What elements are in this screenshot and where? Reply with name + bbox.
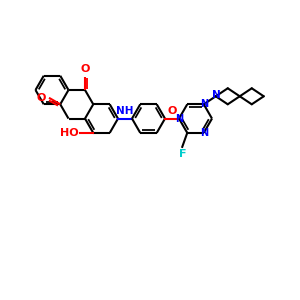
- Text: O: O: [37, 93, 46, 103]
- Text: N: N: [212, 90, 221, 100]
- Text: O: O: [167, 106, 177, 116]
- Text: HO: HO: [60, 128, 78, 138]
- Text: F: F: [178, 149, 186, 159]
- Text: N: N: [175, 114, 183, 124]
- Text: N: N: [200, 99, 208, 109]
- Text: N: N: [200, 128, 208, 138]
- Text: NH: NH: [116, 106, 134, 116]
- Text: O: O: [80, 64, 90, 74]
